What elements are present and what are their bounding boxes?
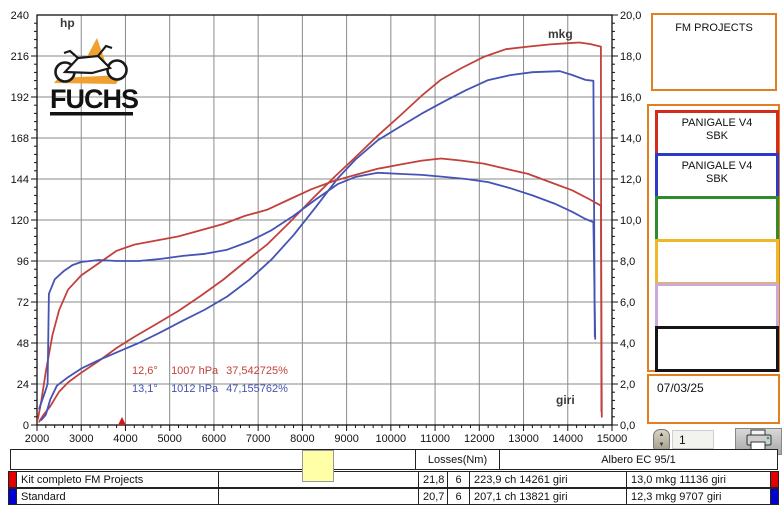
table-header-empty	[10, 449, 416, 470]
max-power-cell: 223,9 ch 14261 giri	[469, 471, 627, 488]
svg-text:20,0: 20,0	[620, 10, 641, 22]
svg-text:10000: 10000	[376, 433, 407, 445]
weather-annotation-standard: 13,1° 1012 hPa 47,155762%	[132, 383, 288, 395]
pressure-value: 1012 hPa	[171, 383, 219, 395]
run-slot-1[interactable]: PANIGALE V4 SBK	[655, 110, 779, 156]
pressure-value: 1007 hPa	[171, 365, 219, 377]
svg-text:0: 0	[23, 420, 29, 432]
curve-kit-completo-fm-projects-potenza-ch-	[38, 41, 603, 423]
run-start-marker-icon	[118, 417, 126, 425]
svg-text:240: 240	[11, 10, 29, 22]
svg-text:4,0: 4,0	[620, 338, 635, 350]
svg-text:192: 192	[11, 92, 29, 104]
axis-ticks	[31, 14, 618, 431]
temperature-value: 12,6°	[132, 365, 158, 377]
page-number-field[interactable]: 1	[672, 430, 714, 449]
svg-text:15000: 15000	[597, 433, 628, 445]
dyno-chart: 2000 3000 4000 5000 6000 7000 8000 9000 10000 110…	[11, 10, 642, 445]
svg-text:120: 120	[11, 215, 29, 227]
svg-text:144: 144	[11, 174, 29, 186]
run-slot-label: SBK	[705, 173, 728, 185]
table-header-shaft: Albero EC 95/1	[499, 449, 778, 470]
run-name-cell[interactable]: Standard	[16, 488, 219, 505]
curve-standard-potenza-ch-	[40, 70, 596, 421]
max-power-cell: 207,1 ch 13821 giri	[469, 488, 627, 505]
svg-text:72: 72	[17, 297, 29, 309]
svg-text:48: 48	[17, 338, 29, 350]
curve-standard-coppia-mkg-	[38, 171, 597, 410]
printer-icon	[746, 429, 771, 451]
svg-text:3000: 3000	[69, 433, 93, 445]
run-slot-label: PANIGALE V4	[681, 117, 753, 129]
svg-text:4000: 4000	[113, 433, 137, 445]
gear-cell: 6	[447, 488, 470, 505]
svg-text:12,0: 12,0	[620, 174, 641, 186]
logo-text: FUCHS	[50, 84, 138, 114]
svg-text:8,0: 8,0	[620, 256, 635, 268]
losses-value-cell: 21,8	[418, 471, 448, 488]
humidity-value: 47,155762%	[226, 383, 288, 395]
mkg-axis-label: mkg	[548, 27, 573, 41]
run-slot-5[interactable]	[655, 283, 779, 329]
run-slot-container: PANIGALE V4 SBK PANIGALE V4 SBK	[647, 104, 780, 372]
svg-text:24: 24	[17, 379, 29, 391]
run-name-cell[interactable]: Kit completo FM Projects	[16, 471, 219, 488]
run-slot-label: PANIGALE V4	[681, 160, 753, 172]
max-torque-cell: 13,0 mkg 11136 giri	[626, 471, 771, 488]
results-table: Losses(Nm) Albero EC 95/1 Kit completo F…	[0, 448, 784, 507]
svg-text:5000: 5000	[157, 433, 181, 445]
gear-cell: 6	[447, 471, 470, 488]
svg-text:6000: 6000	[202, 433, 226, 445]
selected-cell-highlight[interactable]	[302, 450, 334, 482]
fuchs-logo: FUCHS	[50, 38, 139, 116]
logo-underline	[50, 112, 133, 116]
svg-text:8000: 8000	[290, 433, 314, 445]
svg-text:168: 168	[11, 133, 29, 145]
giri-axis-label: giri	[556, 393, 575, 407]
motorcycle-icon	[54, 44, 128, 83]
svg-text:10,0: 10,0	[620, 215, 641, 227]
svg-text:6,0: 6,0	[620, 297, 635, 309]
svg-text:216: 216	[11, 51, 29, 63]
svg-text:16,0: 16,0	[620, 92, 641, 104]
run-slot-2[interactable]: PANIGALE V4 SBK	[655, 153, 779, 199]
run-slot-4[interactable]	[655, 239, 779, 285]
svg-text:2000: 2000	[25, 433, 49, 445]
svg-text:0,0: 0,0	[620, 420, 635, 432]
svg-text:96: 96	[17, 256, 29, 268]
hp-axis-label: hp	[60, 16, 75, 30]
row-color-marker	[770, 471, 779, 488]
empty-cell	[218, 488, 419, 505]
max-torque-cell: 12,3 mkg 9707 giri	[626, 488, 771, 505]
svg-text:9000: 9000	[334, 433, 358, 445]
axis-tick-labels: 2000 3000 4000 5000 6000 7000 8000 9000 10000 110…	[11, 10, 642, 445]
svg-text:12000: 12000	[464, 433, 495, 445]
run-slot-3[interactable]	[655, 196, 779, 242]
svg-text:7000: 7000	[246, 433, 270, 445]
date-box[interactable]: 07/03/25	[647, 374, 780, 424]
curve-kit-completo-fm-projects-coppia-mkg-	[37, 157, 603, 420]
run-slot-label: SBK	[705, 130, 728, 142]
row-color-marker	[770, 488, 779, 505]
run-slot-6[interactable]	[655, 326, 779, 372]
svg-text:13000: 13000	[508, 433, 539, 445]
svg-text:18,0: 18,0	[620, 51, 641, 63]
svg-text:11000: 11000	[420, 433, 450, 445]
table-header-losses: Losses(Nm)	[415, 449, 500, 470]
page-spinner[interactable]: ▲ ▼	[653, 429, 670, 453]
sidebar: FM PROJECTS PANIGALE V4 SBK PANIGALE V4 …	[645, 0, 784, 455]
svg-text:2,0: 2,0	[620, 379, 635, 391]
temperature-value: 13,1°	[132, 383, 158, 395]
logo-swoosh-icon	[54, 75, 122, 84]
dyno-chart-canvas: 2000 3000 4000 5000 6000 7000 8000 9000 10000 110…	[11, 10, 642, 445]
humidity-value: 37,542725%	[226, 365, 288, 377]
svg-text:14,0: 14,0	[620, 133, 641, 145]
losses-value-cell: 20,7	[418, 488, 448, 505]
project-name-box[interactable]: FM PROJECTS	[651, 13, 777, 91]
svg-text:14000: 14000	[552, 433, 583, 445]
weather-annotation-kit: 12,6° 1007 hPa 37,542725%	[132, 365, 288, 377]
